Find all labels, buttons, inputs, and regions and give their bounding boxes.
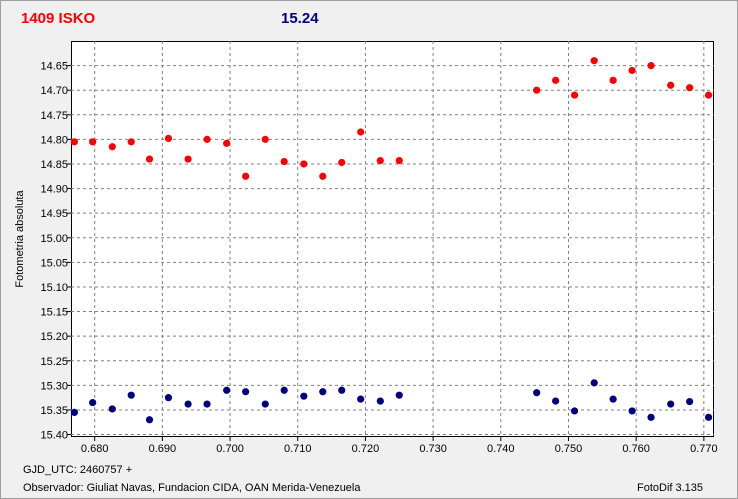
comparison-magnitude-point	[70, 408, 78, 417]
y-tick-label: 15.40	[40, 430, 68, 442]
y-tick-label: 15.10	[40, 282, 68, 294]
object-magnitude-point	[357, 128, 365, 136]
comparison-magnitude-point	[704, 413, 713, 421]
y-tick-label: 15.20	[40, 331, 68, 343]
comparison-magnitude-point	[203, 400, 211, 408]
comparison-magnitude-point	[319, 388, 327, 396]
x-tick-label: 0.770	[690, 443, 718, 455]
comparison-magnitude-point	[108, 405, 116, 413]
x-tick-label: 0.740	[487, 443, 515, 455]
software-version: FotoDif 3.135	[637, 482, 704, 494]
comparison-magnitude-point	[570, 407, 579, 415]
object-magnitude-point	[89, 138, 97, 146]
object-magnitude-point	[376, 156, 384, 165]
magnitude-value: 15.24	[281, 10, 319, 27]
object-magnitude-point	[628, 66, 636, 75]
y-tick-label: 15.30	[40, 380, 68, 392]
comparison-magnitude-point	[667, 400, 675, 408]
y-tick-label: 14.80	[40, 134, 68, 146]
object-magnitude-point	[280, 157, 288, 166]
plot-area	[71, 41, 714, 437]
object-magnitude-point	[223, 139, 231, 147]
comparison-magnitude-point	[164, 394, 173, 402]
object-magnitude-point	[590, 57, 598, 65]
comparison-magnitude-point	[647, 413, 655, 421]
object-magnitude-point	[395, 156, 403, 165]
object-magnitude-point	[145, 155, 154, 163]
object-magnitude-point	[552, 76, 560, 84]
comparison-magnitude-point	[357, 395, 365, 403]
y-tick-label: 14.95	[40, 208, 68, 220]
object-magnitude-point	[184, 155, 192, 163]
object-magnitude-point	[667, 81, 675, 89]
object-magnitude-point	[203, 135, 211, 143]
object-magnitude-point	[609, 76, 617, 84]
object-magnitude-point	[533, 86, 541, 94]
y-tick-label: 15.00	[40, 233, 68, 245]
comparison-magnitude-point	[628, 407, 636, 415]
comparison-magnitude-point	[242, 388, 250, 396]
object-name: 1409 ISKO	[21, 10, 96, 27]
object-magnitude-point	[70, 138, 78, 146]
comparison-magnitude-point	[590, 379, 598, 387]
y-tick-label: 14.90	[40, 184, 68, 196]
comparison-magnitude-point	[145, 416, 154, 424]
y-tick-label: 15.25	[40, 356, 68, 368]
comparison-magnitude-point	[686, 397, 694, 406]
x-tick-label: 0.680	[81, 443, 109, 455]
x-tick-label: 0.700	[216, 443, 244, 455]
comparison-magnitude-point	[280, 386, 288, 394]
comparison-magnitude-point	[338, 386, 346, 394]
object-magnitude-point	[300, 160, 308, 168]
x-tick-label: 0.730	[419, 443, 447, 455]
y-tick-label: 14.75	[40, 110, 68, 122]
y-axis-label: Fotometria absoluta	[14, 190, 26, 288]
object-magnitude-point	[108, 143, 116, 151]
y-tick-label: 14.65	[40, 61, 68, 73]
y-tick-label: 15.15	[40, 307, 68, 319]
y-tick-label: 15.35	[40, 405, 68, 417]
comparison-magnitude-point	[184, 400, 192, 408]
x-tick-label: 0.760	[622, 443, 650, 455]
comparison-magnitude-point	[609, 395, 617, 403]
object-magnitude-point	[647, 61, 655, 70]
comparison-magnitude-point	[552, 397, 560, 405]
comparison-magnitude-point	[300, 392, 308, 400]
y-tick-label: 14.70	[40, 85, 68, 97]
object-magnitude-point	[570, 91, 579, 99]
comparison-magnitude-point	[376, 397, 384, 405]
object-magnitude-point	[338, 158, 346, 167]
comparison-magnitude-point	[223, 386, 231, 394]
object-magnitude-point	[127, 138, 135, 146]
comparison-magnitude-point	[89, 398, 97, 407]
object-magnitude-point	[686, 84, 694, 92]
comparison-magnitude-point	[395, 391, 403, 399]
x-tick-label: 0.690	[149, 443, 177, 455]
x-tick-label: 0.710	[284, 443, 312, 455]
comparison-magnitude-point	[261, 400, 269, 408]
object-magnitude-point	[164, 134, 173, 143]
comparison-magnitude-point	[533, 389, 541, 397]
x-tick-label: 0.750	[555, 443, 583, 455]
object-magnitude-point	[704, 91, 713, 99]
gjd-label: GJD_UTC: 2460757 +	[23, 464, 133, 476]
comparison-magnitude-point	[127, 391, 135, 399]
object-magnitude-point	[242, 172, 250, 180]
object-magnitude-point	[261, 135, 269, 143]
observer-credit: Observador: Giuliat Navas, Fundacion CID…	[23, 482, 361, 494]
x-tick-label: 0.720	[352, 443, 380, 455]
object-magnitude-point	[319, 172, 327, 180]
y-tick-label: 15.05	[40, 257, 68, 269]
y-tick-label: 14.85	[40, 159, 68, 171]
